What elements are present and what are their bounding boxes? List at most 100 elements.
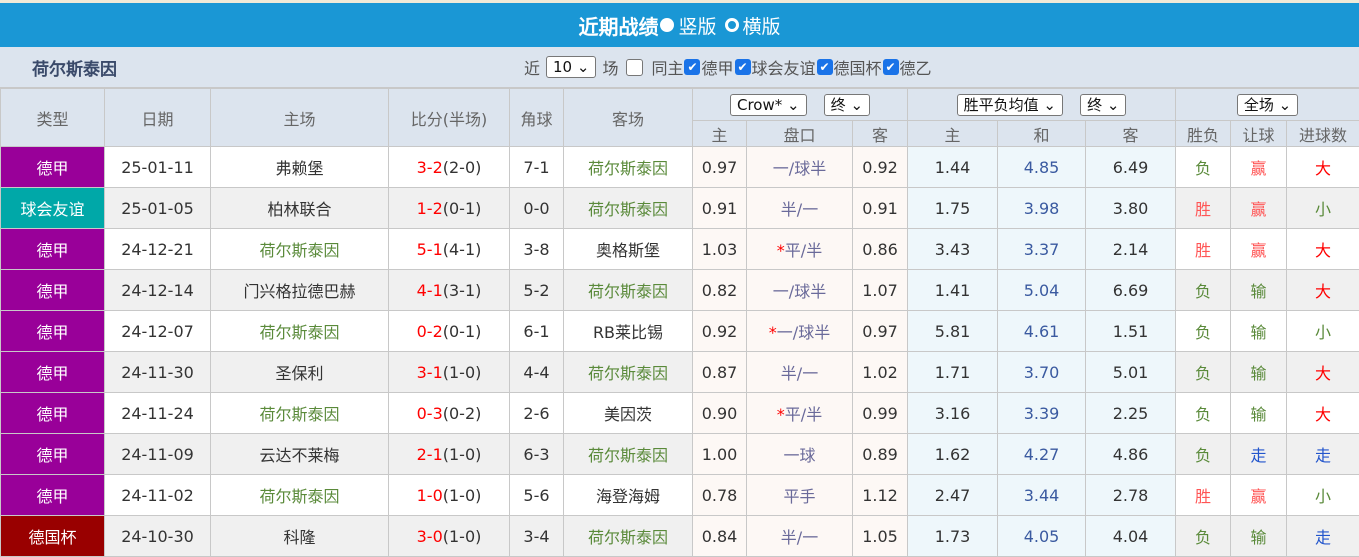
score: 5-1(4-1): [389, 229, 510, 270]
count-value: 10: [553, 58, 572, 76]
handicap-line: 一/球半: [747, 270, 853, 311]
handicap-value: 一/球半: [773, 282, 826, 301]
odds-away: 2.14: [1086, 229, 1176, 270]
full-score: 1-2: [417, 199, 443, 218]
home-team[interactable]: 云达不莱梅: [211, 434, 389, 475]
league-checkbox[interactable]: ✔: [735, 59, 751, 75]
match-type[interactable]: 德甲: [1, 147, 105, 188]
match-type[interactable]: 德甲: [1, 434, 105, 475]
odds-away: 5.01: [1086, 352, 1176, 393]
home-team[interactable]: 荷尔斯泰因: [211, 229, 389, 270]
result-handicap: 赢: [1231, 475, 1287, 516]
subheader: 客: [853, 121, 908, 147]
radio-horizontal[interactable]: [725, 18, 739, 32]
handicap-home-odds: 0.82: [693, 270, 747, 311]
handicap-away-odds: 0.89: [853, 434, 908, 475]
match-type[interactable]: 德甲: [1, 229, 105, 270]
subheader: 和: [998, 121, 1086, 147]
score: 3-0(1-0): [389, 516, 510, 557]
home-team[interactable]: 科隆: [211, 516, 389, 557]
match-type[interactable]: 德甲: [1, 311, 105, 352]
score: 3-2(2-0): [389, 147, 510, 188]
odds-away: 6.49: [1086, 147, 1176, 188]
corners: 5-6: [510, 475, 564, 516]
match-date: 25-01-11: [105, 147, 211, 188]
odds-draw: 4.05: [998, 516, 1086, 557]
result-wl: 负: [1176, 434, 1231, 475]
handicap-line: 半/一: [747, 516, 853, 557]
away-team[interactable]: 美因茨: [564, 393, 693, 434]
result-goals: 大: [1287, 352, 1359, 393]
odds-final-select[interactable]: 终 ⌄: [1080, 94, 1126, 116]
result-goals: 小: [1287, 311, 1359, 352]
league-checkbox[interactable]: ✔: [684, 59, 700, 75]
label-vertical: 竖版: [678, 12, 716, 39]
away-team[interactable]: RB莱比锡: [564, 311, 693, 352]
header-date: 日期: [105, 89, 211, 147]
result-handicap: 输: [1231, 311, 1287, 352]
result-handicap: 输: [1231, 352, 1287, 393]
match-row: 德甲 24-11-24 荷尔斯泰因 0-3(0-2) 2-6 美因茨 0.90 …: [1, 393, 1359, 434]
result-wl: 负: [1176, 270, 1231, 311]
handicap-line: *平/半: [747, 229, 853, 270]
handicap-away-odds: 1.05: [853, 516, 908, 557]
home-team[interactable]: 荷尔斯泰因: [211, 475, 389, 516]
result-wl: 负: [1176, 393, 1231, 434]
full-score: 3-1: [417, 363, 443, 382]
handicap-final-select[interactable]: 终 ⌄: [824, 94, 870, 116]
score: 0-3(0-2): [389, 393, 510, 434]
league-checkbox[interactable]: ✔: [883, 59, 899, 75]
match-type[interactable]: 德甲: [1, 393, 105, 434]
home-team[interactable]: 弗赖堡: [211, 147, 389, 188]
handicap-value: 一/球半: [773, 159, 826, 178]
match-type[interactable]: 德甲: [1, 475, 105, 516]
match-type[interactable]: 德国杯: [1, 516, 105, 557]
match-type[interactable]: 球会友谊: [1, 188, 105, 229]
match-date: 24-12-14: [105, 270, 211, 311]
home-team[interactable]: 门兴格拉德巴赫: [211, 270, 389, 311]
handicap-value: 半/一: [781, 364, 818, 383]
away-team[interactable]: 荷尔斯泰因: [564, 352, 693, 393]
away-team[interactable]: 荷尔斯泰因: [564, 270, 693, 311]
away-team[interactable]: 荷尔斯泰因: [564, 434, 693, 475]
period-select[interactable]: 全场 ⌄: [1237, 94, 1298, 116]
away-team[interactable]: 荷尔斯泰因: [564, 188, 693, 229]
radio-vertical[interactable]: [660, 18, 674, 32]
full-score: 0-3: [417, 404, 443, 423]
half-score: (2-0): [443, 158, 482, 177]
match-count-select[interactable]: 10 ⌄: [546, 56, 596, 78]
odds-draw: 4.85: [998, 147, 1086, 188]
match-row: 德甲 25-01-11 弗赖堡 3-2(2-0) 7-1 荷尔斯泰因 0.97 …: [1, 147, 1359, 188]
result-goals: 大: [1287, 270, 1359, 311]
company-select[interactable]: Crow* ⌄: [730, 94, 807, 116]
home-team[interactable]: 荷尔斯泰因: [211, 311, 389, 352]
home-team[interactable]: 柏林联合: [211, 188, 389, 229]
away-team[interactable]: 荷尔斯泰因: [564, 516, 693, 557]
handicap-away-odds: 0.97: [853, 311, 908, 352]
league-label: 德甲: [701, 55, 733, 79]
corners: 0-0: [510, 188, 564, 229]
match-date: 24-11-30: [105, 352, 211, 393]
odds-type-select[interactable]: 胜平负均值 ⌄: [957, 94, 1063, 116]
match-row: 德国杯 24-10-30 科隆 3-0(1-0) 3-4 荷尔斯泰因 0.84 …: [1, 516, 1359, 557]
same-home-checkbox[interactable]: [626, 59, 643, 76]
score: 1-0(1-0): [389, 475, 510, 516]
home-team[interactable]: 圣保利: [211, 352, 389, 393]
away-team[interactable]: 荷尔斯泰因: [564, 147, 693, 188]
result-handicap: 赢: [1231, 188, 1287, 229]
away-team[interactable]: 海登海姆: [564, 475, 693, 516]
odds-away: 1.51: [1086, 311, 1176, 352]
home-team[interactable]: 荷尔斯泰因: [211, 393, 389, 434]
half-score: (1-0): [443, 363, 482, 382]
subheader: 进球数: [1287, 121, 1359, 147]
away-team[interactable]: 奥格斯堡: [564, 229, 693, 270]
match-type[interactable]: 德甲: [1, 270, 105, 311]
subheader: 让球: [1231, 121, 1287, 147]
handicap-home-odds: 1.03: [693, 229, 747, 270]
league-checkbox[interactable]: ✔: [817, 59, 833, 75]
odds-away: 4.04: [1086, 516, 1176, 557]
handicap-away-odds: 0.86: [853, 229, 908, 270]
score: 3-1(1-0): [389, 352, 510, 393]
half-score: (0-1): [443, 199, 482, 218]
match-type[interactable]: 德甲: [1, 352, 105, 393]
